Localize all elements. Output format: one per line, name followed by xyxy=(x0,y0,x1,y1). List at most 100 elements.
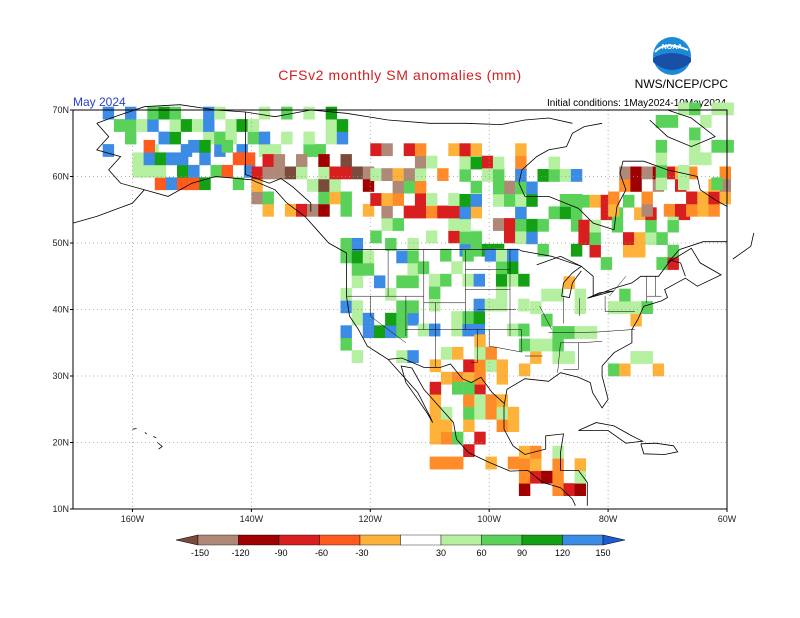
anomaly-cell xyxy=(504,230,516,244)
anomaly-cell xyxy=(262,166,274,180)
anomaly-cell xyxy=(474,384,486,398)
anomaly-cell xyxy=(102,144,115,157)
anomaly-cell xyxy=(578,219,590,233)
coastline xyxy=(640,442,679,455)
anomaly-cell xyxy=(407,350,419,363)
anomaly-cell xyxy=(570,218,583,232)
anomaly-cell xyxy=(414,180,427,194)
anomaly-cell xyxy=(663,166,676,180)
anomaly-cell xyxy=(485,359,497,373)
anomaly-cell xyxy=(440,431,453,445)
map-panel xyxy=(72,102,755,510)
anomaly-cell xyxy=(504,218,516,231)
anomaly-cell xyxy=(336,119,349,132)
anomaly-cell xyxy=(403,205,416,219)
anomaly-cell xyxy=(462,248,474,262)
colorbar-left-arrow xyxy=(175,534,199,546)
anomaly-cell xyxy=(608,191,620,205)
anomaly-cell xyxy=(473,298,485,312)
anomaly-cell xyxy=(199,177,211,191)
anomaly-cell xyxy=(470,156,482,170)
anomaly-cell xyxy=(463,394,475,408)
anomaly-cell xyxy=(426,205,438,219)
anomaly-cell xyxy=(722,139,734,153)
anomaly-cell xyxy=(548,169,560,182)
anomaly-cell xyxy=(496,406,508,420)
anomaly-cell xyxy=(574,301,586,314)
anomaly-cell xyxy=(578,232,590,245)
anomaly-cell xyxy=(574,470,586,484)
anomaly-cell xyxy=(559,206,572,220)
anomaly-cell xyxy=(296,154,308,167)
anomaly-cell xyxy=(351,250,364,264)
anomaly-cell xyxy=(351,300,364,314)
anomaly-cell xyxy=(258,106,271,120)
anomaly-cell xyxy=(199,152,211,166)
anomaly-cell xyxy=(284,166,297,180)
anomaly-cells xyxy=(102,102,734,496)
anomaly-cell xyxy=(154,152,167,166)
anomaly-cell xyxy=(448,193,460,206)
anomaly-region-alaska-north xyxy=(102,106,349,157)
anomaly-cell xyxy=(530,445,542,459)
anomaly-cell xyxy=(154,164,167,178)
anomaly-region-mexico xyxy=(429,381,520,470)
anomaly-cell xyxy=(429,286,441,299)
anomaly-cell xyxy=(481,169,494,182)
anomaly-cell xyxy=(530,301,542,314)
anomaly-cell xyxy=(269,144,282,157)
anomaly-cell xyxy=(243,152,256,166)
anomaly-cell xyxy=(329,166,341,180)
anomaly-cell xyxy=(459,194,471,207)
anomaly-cell xyxy=(641,301,653,314)
anomaly-cell xyxy=(470,231,482,245)
anomaly-cell xyxy=(473,273,485,287)
anomaly-cell xyxy=(440,371,453,385)
anomaly-cell xyxy=(667,219,679,233)
anomaly-cell xyxy=(541,288,553,302)
anomaly-cell xyxy=(414,143,427,157)
coastline xyxy=(388,357,505,404)
anomaly-cell xyxy=(634,207,646,221)
anomaly-cell xyxy=(370,143,382,157)
anomaly-region-alaska-interior xyxy=(132,139,256,191)
anomaly-cell xyxy=(407,275,419,289)
anomaly-cell xyxy=(473,323,485,337)
anomaly-cell xyxy=(362,250,375,264)
anomaly-cell xyxy=(518,298,530,312)
anomaly-cell xyxy=(351,238,364,251)
anomaly-cell xyxy=(689,152,701,166)
anomaly-cell xyxy=(314,144,326,157)
anomaly-cell xyxy=(273,154,286,167)
coastline xyxy=(518,122,603,184)
anomaly-cell xyxy=(492,169,505,182)
anomaly-cell xyxy=(492,181,505,195)
anomaly-cell xyxy=(563,351,575,364)
coastlines-borders xyxy=(72,104,755,506)
anomaly-cell xyxy=(325,131,338,145)
anomaly-cell xyxy=(655,177,668,191)
anomaly-cell xyxy=(251,191,263,205)
anomaly-cell xyxy=(492,218,505,231)
coastline xyxy=(732,232,755,260)
colorbar: -150 -120 -90 -60 -30 30 60 90 120 150 xyxy=(175,534,626,558)
anomaly-cell xyxy=(470,180,482,194)
anomaly-cell xyxy=(169,106,181,120)
anomaly-cell xyxy=(463,359,475,373)
anomaly-cell xyxy=(407,250,419,264)
anomaly-cell xyxy=(180,119,193,132)
anomaly-cell xyxy=(180,144,193,157)
anomaly-cell xyxy=(474,406,486,420)
anomaly-cell xyxy=(318,166,330,180)
anomaly-cell xyxy=(641,166,653,180)
anomaly-cell xyxy=(188,177,200,191)
anomaly-cell xyxy=(407,262,419,276)
anomaly-cell xyxy=(426,193,438,206)
anomaly-cell xyxy=(381,168,393,181)
anomaly-cell xyxy=(526,181,538,195)
anomaly-cell xyxy=(470,205,482,219)
anomaly-cell xyxy=(559,194,572,207)
anomaly-cell xyxy=(132,164,144,178)
anomaly-cell xyxy=(537,169,549,182)
anomaly-cell xyxy=(689,102,701,116)
